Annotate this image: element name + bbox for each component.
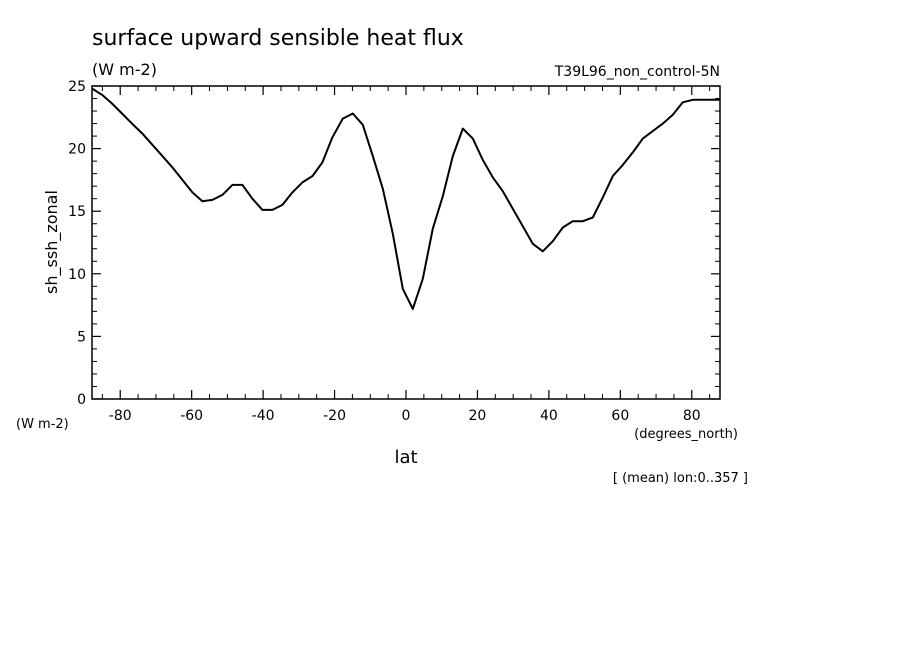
- data-point: [452, 155, 454, 157]
- data-point: [612, 175, 614, 177]
- data-point: [462, 128, 464, 130]
- data-point: [362, 124, 364, 126]
- data-point: [622, 164, 624, 166]
- x-tick-label: 60: [611, 408, 629, 424]
- data-point: [222, 194, 224, 196]
- data-point: [402, 288, 404, 290]
- data-point: [642, 138, 644, 140]
- data-point: [582, 220, 584, 222]
- data-point: [502, 190, 504, 192]
- data-point: [512, 208, 514, 210]
- data-point: [472, 138, 474, 140]
- y-axis-label: sh_ssh_zonal: [42, 190, 62, 294]
- data-point: [692, 99, 694, 101]
- data-point: [492, 177, 494, 179]
- x-axis-label: lat: [394, 447, 417, 468]
- data-point: [272, 209, 274, 211]
- data-point: [91, 88, 93, 90]
- x-tick-label: 80: [683, 408, 701, 424]
- data-point: [422, 278, 424, 280]
- y-tick-label: 15: [68, 204, 86, 220]
- data-point: [719, 99, 721, 101]
- data-point: [232, 184, 234, 186]
- data-point: [592, 217, 594, 219]
- data-point: [121, 113, 123, 115]
- x-tick-label: 0: [402, 408, 411, 424]
- data-point: [552, 240, 554, 242]
- data-point: [302, 182, 304, 184]
- series-points: [91, 88, 721, 310]
- data-point: [602, 197, 604, 199]
- footer-note: [ (mean) lon:0..357 ]: [613, 471, 748, 486]
- data-point: [482, 159, 484, 161]
- data-point: [702, 99, 704, 101]
- y-axis: 0 5 10 15 20 25: [68, 79, 720, 408]
- y-tick-label: 10: [68, 267, 86, 283]
- data-point: [662, 123, 664, 125]
- data-point: [682, 102, 684, 104]
- data-point: [292, 192, 294, 194]
- data-point: [712, 99, 714, 101]
- data-point: [532, 243, 534, 245]
- data-point: [412, 308, 414, 310]
- data-point: [652, 130, 654, 132]
- x-tick-label: -40: [252, 408, 275, 424]
- data-point: [522, 225, 524, 227]
- x-tick-label: -80: [109, 408, 132, 424]
- data-point: [182, 179, 184, 181]
- y-axis-units: (W m-2): [16, 417, 69, 432]
- x-tick-label: 20: [469, 408, 487, 424]
- x-axis-units: (degrees_north): [634, 427, 738, 442]
- y-tick-label: 0: [77, 392, 86, 408]
- data-point: [432, 228, 434, 230]
- data-point: [252, 198, 254, 200]
- data-point: [572, 220, 574, 222]
- data-point: [172, 167, 174, 169]
- y-tick-label: 20: [68, 142, 86, 158]
- data-point: [142, 133, 144, 135]
- chart-title: surface upward sensible heat flux: [92, 26, 464, 51]
- data-point: [392, 233, 394, 235]
- data-point: [442, 195, 444, 197]
- data-point: [332, 137, 334, 139]
- x-tick-label: -20: [323, 408, 346, 424]
- chart-units: (W m-2): [92, 60, 157, 79]
- data-point: [542, 251, 544, 253]
- data-point: [262, 209, 264, 211]
- data-point: [672, 114, 674, 116]
- series-line: [91, 87, 720, 310]
- data-point: [312, 175, 314, 177]
- data-point: [632, 152, 634, 154]
- data-point: [192, 192, 194, 194]
- data-point: [322, 162, 324, 164]
- data-point: [212, 199, 214, 201]
- data-point: [342, 118, 344, 120]
- data-point: [131, 123, 133, 125]
- y-tick-label: 5: [77, 329, 86, 345]
- data-point: [111, 103, 113, 105]
- data-point: [162, 155, 164, 157]
- x-tick-label: -60: [180, 408, 203, 424]
- data-point: [101, 94, 103, 96]
- data-point: [152, 144, 154, 146]
- data-point: [202, 200, 204, 202]
- data-point: [562, 227, 564, 229]
- x-axis: -80 -60 -40 -20 0 20 40 60 80: [101, 86, 711, 424]
- data-point: [352, 113, 354, 115]
- x-tick-label: 40: [540, 408, 558, 424]
- plot-frame: [91, 85, 721, 400]
- run-label: T39L96_non_control-5N: [554, 64, 720, 80]
- data-point: [242, 184, 244, 186]
- data-point: [382, 188, 384, 190]
- y-tick-label: 25: [68, 79, 86, 95]
- data-point: [282, 204, 284, 206]
- data-point: [372, 155, 374, 157]
